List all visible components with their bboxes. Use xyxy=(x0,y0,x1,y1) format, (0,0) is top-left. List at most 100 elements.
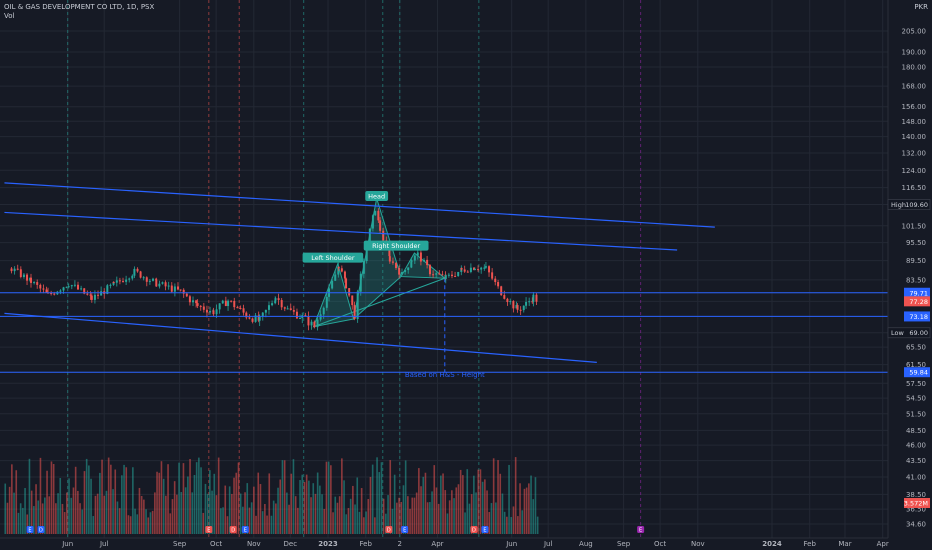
candle-body xyxy=(83,288,86,294)
event-marker-icon xyxy=(470,526,478,533)
trendline xyxy=(4,312,597,363)
candle-body xyxy=(93,294,96,300)
candle-body xyxy=(73,284,76,286)
volume-bar xyxy=(422,476,425,534)
volume-bar xyxy=(525,487,528,534)
volume-bar xyxy=(94,495,97,534)
candle-body xyxy=(280,300,283,308)
candle-body xyxy=(331,280,334,289)
trendline xyxy=(4,182,715,228)
volume-bar xyxy=(195,462,198,534)
volume-bar xyxy=(15,470,18,534)
volume-bar xyxy=(327,461,330,534)
candle-body xyxy=(89,294,92,296)
volume-bar xyxy=(426,502,429,534)
volume-bar xyxy=(48,496,51,534)
volume-bar xyxy=(510,517,513,534)
volume-bar xyxy=(259,484,262,534)
volume-bar xyxy=(365,511,367,534)
volume-bar xyxy=(413,497,416,534)
volume-bar xyxy=(462,475,464,534)
price-label-bg xyxy=(904,367,930,378)
volume-bar xyxy=(402,485,405,534)
y-tick-label: 48.50 xyxy=(906,427,926,435)
candle-body xyxy=(245,312,248,318)
volume-bar xyxy=(415,492,418,534)
candle-body xyxy=(251,318,254,322)
volume-bar xyxy=(88,465,90,534)
candle-body xyxy=(368,228,371,245)
x-tick-label: Apr xyxy=(431,540,443,548)
candle-body xyxy=(488,266,491,273)
volume-bar xyxy=(499,473,502,534)
candle-body xyxy=(182,289,185,294)
volume-bar xyxy=(481,481,484,534)
candle-body xyxy=(531,301,534,303)
candle-body xyxy=(466,271,469,273)
candle-body xyxy=(155,279,158,287)
candle-body xyxy=(274,298,277,301)
candle-body xyxy=(115,280,118,283)
event-marker-letter: E xyxy=(207,528,210,534)
volume-bar xyxy=(255,515,257,534)
volume-bar xyxy=(74,466,77,534)
volume-bar xyxy=(127,515,130,534)
volume-bar xyxy=(316,472,319,534)
volume-bar xyxy=(233,477,235,534)
volume-label-bg xyxy=(904,498,930,508)
y-tick-label: 65.50 xyxy=(906,344,926,352)
candle-body xyxy=(362,260,365,274)
candle-body xyxy=(283,307,286,309)
volume-bar xyxy=(477,469,480,534)
volume-bar xyxy=(99,472,101,534)
volume-bar xyxy=(57,493,59,534)
volume-bar xyxy=(261,511,264,534)
candle-body xyxy=(109,284,112,286)
candle-body xyxy=(438,273,441,275)
volume-bar xyxy=(468,503,471,534)
candle-body xyxy=(39,284,42,289)
candle-body xyxy=(509,301,512,303)
event-marker-letter: E xyxy=(483,528,486,534)
volume-bar xyxy=(13,492,15,534)
event-marker-icon xyxy=(37,526,45,533)
price-label-bg xyxy=(887,327,931,339)
candle-body xyxy=(112,281,115,285)
volume-bar xyxy=(356,477,359,534)
volume-bar xyxy=(52,464,55,534)
volume-bar xyxy=(418,468,420,534)
candle-body xyxy=(398,268,401,275)
candle-body xyxy=(142,277,145,279)
volume-bar xyxy=(37,500,40,534)
volume-bar xyxy=(132,467,134,534)
candle-body xyxy=(404,270,407,273)
volume-bar xyxy=(50,461,53,534)
candle-body xyxy=(215,309,218,315)
candle-body xyxy=(42,288,45,290)
volume-bar xyxy=(63,512,66,534)
candle-body xyxy=(164,282,167,287)
candle-body xyxy=(90,295,93,300)
event-marker-icon xyxy=(205,526,213,533)
candle-body xyxy=(199,305,202,307)
candle-body xyxy=(261,312,264,317)
candle-body xyxy=(460,267,463,270)
volume-bar xyxy=(288,504,290,534)
volume-bar xyxy=(19,503,22,534)
candle-body xyxy=(230,300,233,302)
candle-body xyxy=(139,271,142,278)
candle-body xyxy=(377,210,380,221)
y-tick-label: 89.50 xyxy=(906,257,926,265)
y-tick-label: 116.50 xyxy=(902,184,927,192)
volume-bar xyxy=(292,459,295,534)
volume-bar xyxy=(398,497,400,534)
volume-bar xyxy=(123,464,125,534)
volume-bar xyxy=(226,516,229,534)
candle-body xyxy=(221,300,224,304)
candle-body xyxy=(340,268,343,272)
candle-body xyxy=(423,259,426,262)
volume-bar xyxy=(420,486,422,534)
candle-body xyxy=(45,289,48,293)
